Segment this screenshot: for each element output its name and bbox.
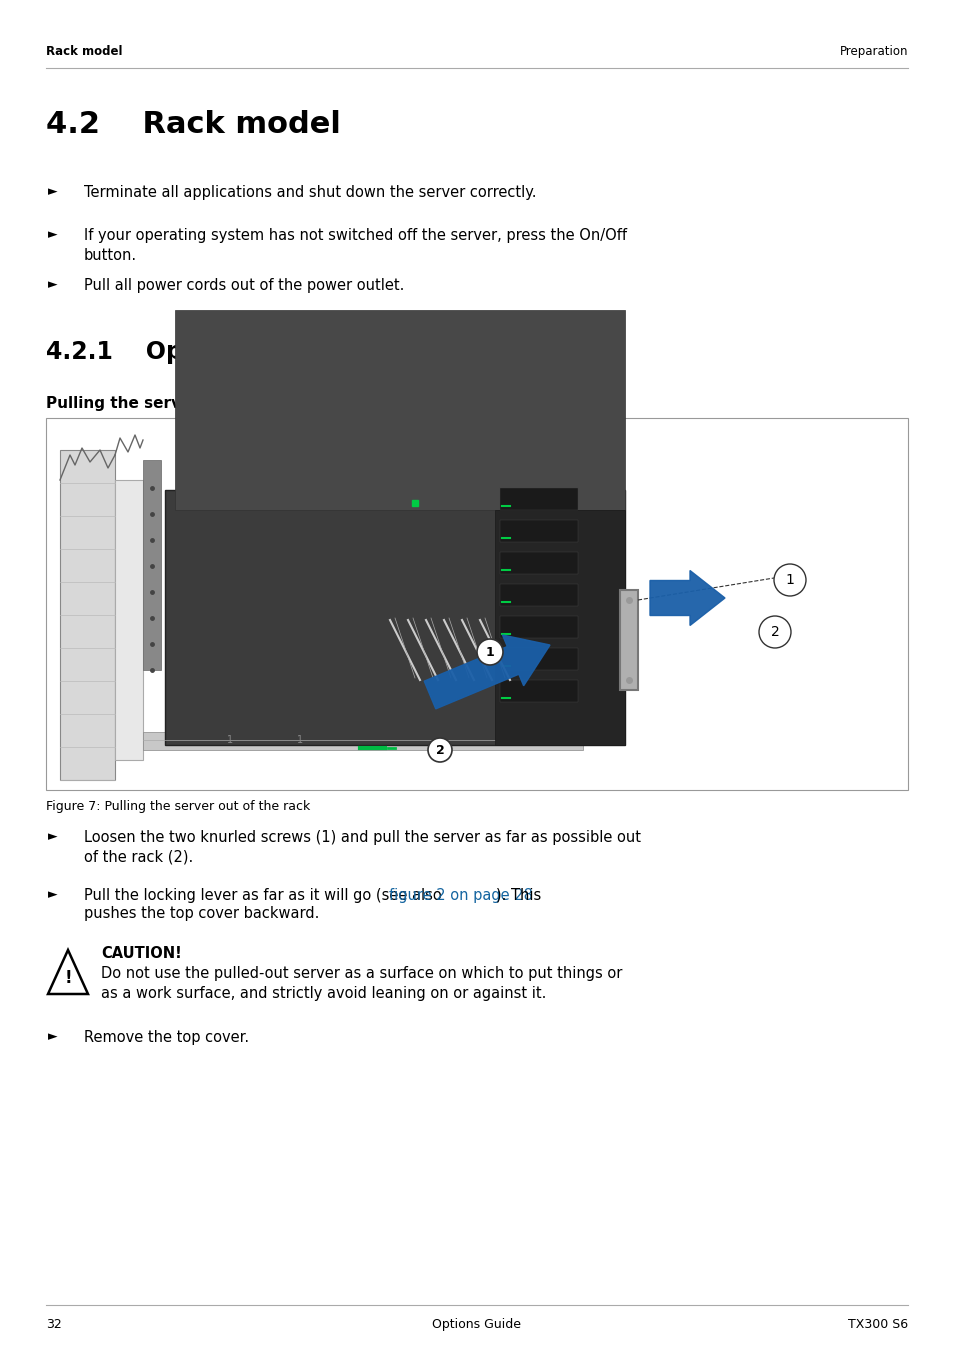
Text: Preparation: Preparation: [839, 45, 907, 58]
Text: 2: 2: [436, 743, 444, 757]
Bar: [46, 418, 907, 791]
Bar: [499, 680, 578, 701]
Text: Figure 7: Pulling the server out of the rack: Figure 7: Pulling the server out of the …: [46, 800, 310, 813]
Text: Pull the locking lever as far as it will go (see also: Pull the locking lever as far as it will…: [84, 888, 446, 902]
Text: CAUTION!: CAUTION!: [101, 946, 182, 960]
Bar: [143, 733, 582, 750]
Bar: [143, 460, 161, 670]
Text: figure 2 on page 28: figure 2 on page 28: [389, 888, 533, 902]
Text: 2: 2: [770, 625, 779, 639]
Text: ►: ►: [48, 278, 57, 291]
Text: !: !: [64, 969, 71, 987]
Bar: [60, 451, 115, 780]
Circle shape: [773, 564, 805, 596]
Bar: [174, 310, 624, 510]
Bar: [499, 552, 578, 575]
Text: Do not use the pulled-out server as a surface on which to put things or
as a wor: Do not use the pulled-out server as a su…: [101, 966, 621, 1001]
Text: ►: ►: [48, 830, 57, 843]
Text: pushes the top cover backward.: pushes the top cover backward.: [84, 907, 319, 921]
Circle shape: [759, 616, 790, 648]
Text: Options Guide: Options Guide: [432, 1318, 521, 1331]
Text: 4.2    Rack model: 4.2 Rack model: [46, 111, 340, 139]
Text: ►: ►: [48, 228, 57, 241]
Text: Remove the top cover.: Remove the top cover.: [84, 1031, 249, 1045]
Text: Loosen the two knurled screws (1) and pull the server as far as possible out
of : Loosen the two knurled screws (1) and pu…: [84, 830, 640, 865]
Bar: [499, 584, 578, 606]
Text: 1: 1: [227, 735, 233, 745]
Text: Terminate all applications and shut down the server correctly.: Terminate all applications and shut down…: [84, 185, 536, 200]
Bar: [165, 490, 624, 745]
Text: ►: ►: [48, 1031, 57, 1043]
Bar: [499, 519, 578, 542]
FancyArrow shape: [649, 571, 724, 626]
Bar: [115, 480, 143, 759]
Text: Rack model: Rack model: [46, 45, 122, 58]
Text: Pull all power cords out of the power outlet.: Pull all power cords out of the power ou…: [84, 278, 404, 293]
Text: 1: 1: [296, 735, 303, 745]
Bar: [495, 510, 624, 745]
Text: ). This: ). This: [496, 888, 541, 902]
Bar: [619, 590, 638, 689]
Bar: [499, 616, 578, 638]
Text: 1: 1: [784, 573, 794, 587]
Text: ►: ►: [48, 888, 57, 901]
Text: ►: ►: [48, 185, 57, 198]
Polygon shape: [174, 490, 624, 510]
FancyArrow shape: [424, 635, 550, 708]
Text: 1: 1: [485, 646, 494, 658]
Text: TX300 S6: TX300 S6: [847, 1318, 907, 1331]
Bar: [499, 648, 578, 670]
Text: 4.2.1    Opening the server: 4.2.1 Opening the server: [46, 340, 403, 364]
Text: If your operating system has not switched off the server, press the On/Off
butto: If your operating system has not switche…: [84, 228, 626, 263]
Circle shape: [428, 738, 452, 762]
Text: Pulling the server out of the rack and opening the server: Pulling the server out of the rack and o…: [46, 397, 537, 411]
Text: 32: 32: [46, 1318, 62, 1331]
Circle shape: [476, 639, 502, 665]
Bar: [499, 488, 578, 510]
